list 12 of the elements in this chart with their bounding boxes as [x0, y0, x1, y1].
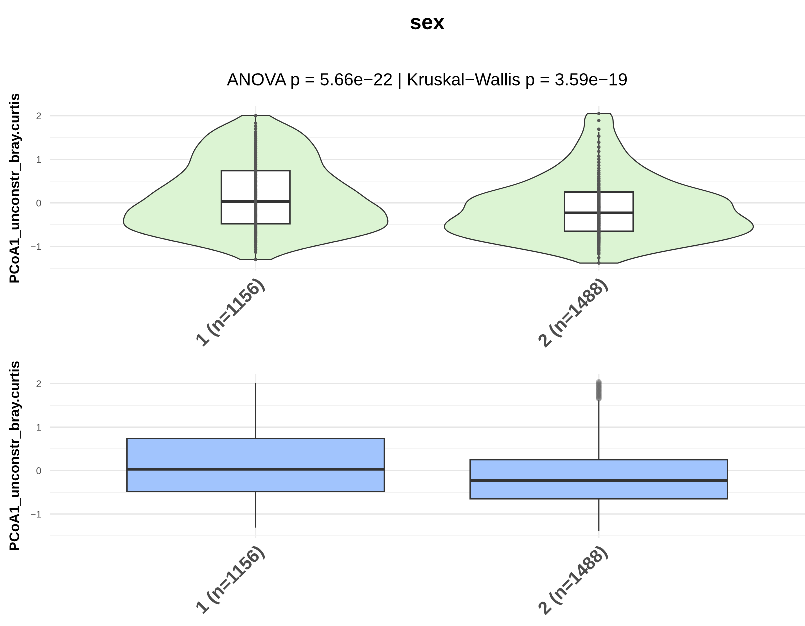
y-tick-label: −1 [31, 511, 42, 518]
y-axis-title: PCoA1_unconstr_bray.curtis [9, 362, 22, 551]
chart-title: sex [410, 18, 445, 30]
chart-subtitle: ANOVA p = 5.66e−22 | Kruskal−Wallis p = 3.59e−19 [227, 72, 628, 90]
y-tick-label: 1 [37, 156, 42, 164]
y-tick-label: 1 [37, 424, 42, 431]
y-tick-label: 0 [36, 200, 42, 207]
y-tick-label: 0 [36, 468, 42, 474]
y-axis-title: PCoA1_unconstr_bray.curtis [9, 94, 22, 283]
y-tick-label: 2 [36, 380, 42, 388]
y-tick-label: 2 [36, 112, 42, 120]
y-tick-label: −1 [31, 244, 42, 250]
